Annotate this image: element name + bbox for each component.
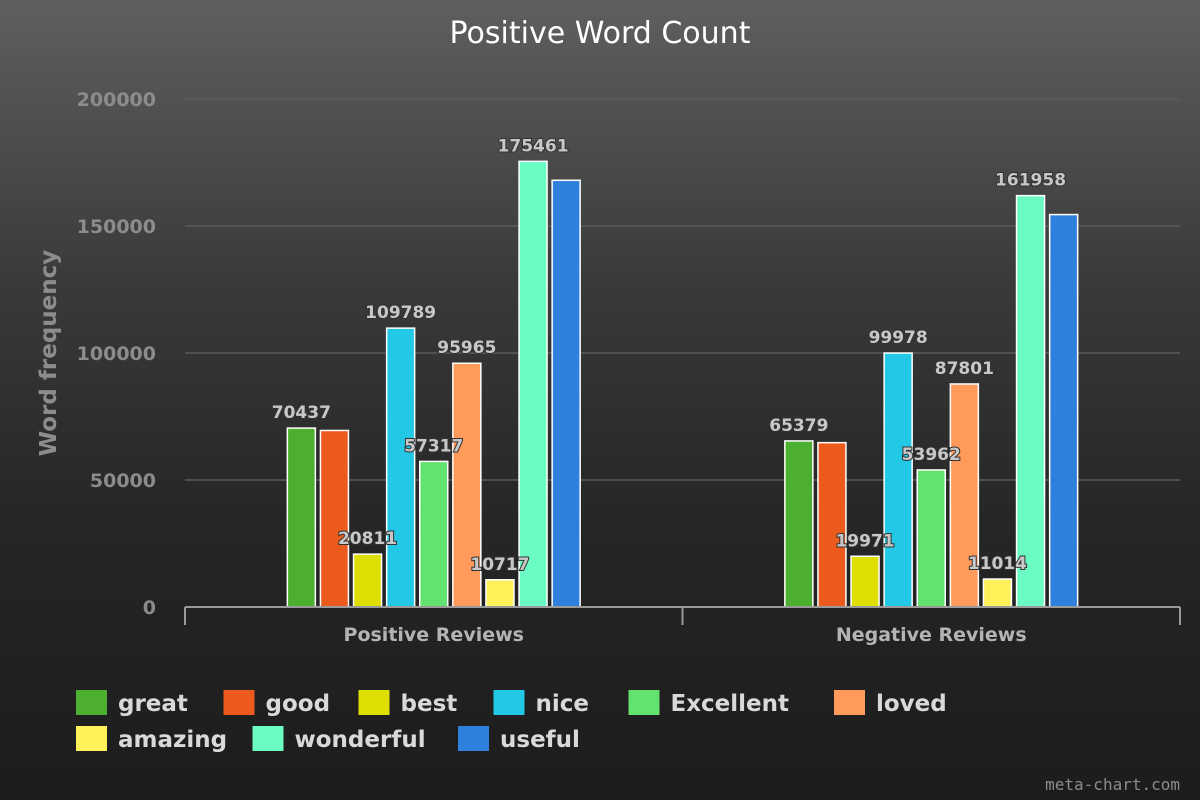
data-label: 11014: [968, 554, 1027, 574]
legend-item-good[interactable]: good: [223, 690, 331, 717]
bar-useful: [1048, 213, 1079, 608]
legend-label: nice: [536, 691, 590, 717]
y-tick-label: 150000: [77, 216, 156, 238]
legend-swatch: [458, 726, 489, 751]
legend-label: useful: [500, 727, 580, 753]
y-tick-label: 200000: [77, 89, 156, 111]
bar-amazing: [982, 578, 1013, 608]
legend-swatch: [628, 690, 660, 715]
bar-best: [850, 555, 880, 608]
y-axis-ticks: 0 50000 100000 150000 200000: [77, 89, 156, 619]
data-label: 70437: [272, 403, 331, 423]
legend-item-wonderful[interactable]: wonderful: [252, 726, 426, 753]
bars: [286, 160, 1079, 608]
legend-item-best[interactable]: best: [358, 690, 458, 717]
bar-nice: [385, 327, 416, 608]
legend-swatch: [76, 726, 107, 751]
bar-great: [286, 427, 317, 608]
data-label: 53962: [902, 445, 961, 465]
data-label: 175461: [498, 136, 569, 156]
legend-label: loved: [876, 691, 947, 717]
bar-wonderful: [1015, 194, 1046, 608]
y-tick-label: 50000: [90, 470, 156, 492]
legend-label: Excellent: [671, 691, 790, 717]
y-axis-title: Word frequency: [36, 250, 62, 457]
legend-label: best: [401, 691, 458, 717]
legend-swatch: [358, 690, 390, 715]
data-label: 95965: [437, 338, 496, 358]
x-category-label: Negative Reviews: [836, 624, 1027, 646]
bar-wonderful: [518, 160, 548, 608]
gridlines: [185, 98, 1180, 481]
data-label: 20811: [338, 529, 397, 549]
legend: great good best nice Excellent loved amazing wo…: [76, 690, 947, 753]
bar-loved: [452, 362, 482, 608]
chart-title: Positive Word Count: [450, 16, 751, 51]
data-label: 10717: [470, 555, 529, 575]
legend-swatch: [493, 690, 525, 715]
legend-item-useful[interactable]: useful: [458, 726, 580, 753]
x-category-label: Positive Reviews: [344, 624, 524, 646]
y-tick-label: 100000: [77, 343, 156, 365]
bar-amazing: [485, 579, 515, 608]
data-label: 65379: [769, 416, 828, 436]
legend-item-amazing[interactable]: amazing: [76, 726, 227, 753]
legend-swatch: [76, 690, 107, 715]
bar-best: [352, 553, 383, 608]
bar-excellent: [916, 469, 946, 608]
data-label: 57317: [404, 436, 463, 456]
legend-swatch: [252, 726, 284, 751]
legend-swatch: [834, 690, 865, 715]
data-label: 161958: [995, 171, 1066, 191]
data-labels: 70437 20811 109789 57317 95965 10717 175461 653…: [271, 135, 1067, 575]
legend-item-great[interactable]: great: [76, 690, 188, 717]
legend-label: good: [266, 691, 331, 717]
bar-useful: [551, 179, 581, 608]
bar-excellent: [419, 460, 449, 608]
legend-label: great: [118, 691, 188, 717]
bar-good: [817, 441, 847, 608]
y-tick-label: 0: [143, 597, 156, 619]
data-label: 99978: [869, 328, 928, 348]
legend-item-nice[interactable]: nice: [493, 690, 590, 717]
data-label: 19971: [835, 531, 894, 551]
legend-item-loved[interactable]: loved: [834, 690, 947, 717]
x-axis: Positive Reviews Negative Reviews: [184, 606, 1181, 646]
legend-item-excellent[interactable]: Excellent: [628, 690, 790, 717]
credit-text: meta-chart.com: [1045, 775, 1180, 794]
bar-good: [319, 429, 350, 608]
legend-label: amazing: [118, 727, 227, 753]
data-label: 87801: [935, 359, 994, 379]
legend-label: wonderful: [295, 727, 426, 753]
bar-nice: [883, 352, 913, 608]
legend-swatch: [223, 690, 255, 715]
bar-great: [784, 440, 814, 608]
data-label: 109789: [365, 303, 436, 323]
